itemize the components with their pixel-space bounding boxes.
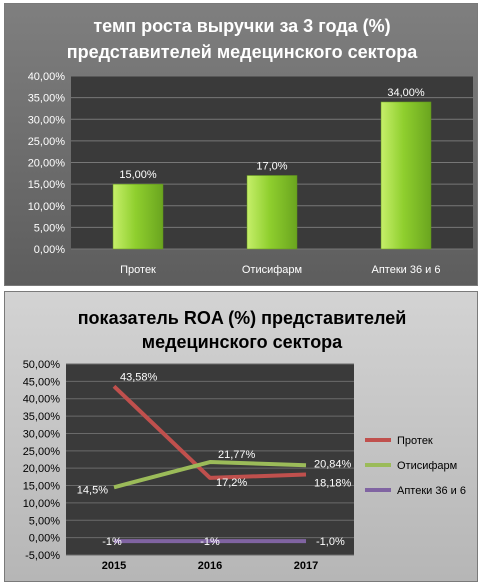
bar-data-label: 15,00% [119, 169, 157, 181]
point-data-label: 18,18% [314, 478, 352, 490]
bar [380, 101, 432, 250]
legend-label: Отисифарм [397, 460, 457, 472]
point-data-label: 17,2% [216, 477, 247, 489]
y-tick-label: 35,00% [23, 411, 61, 423]
series-line [112, 384, 307, 480]
y-tick-label: 0,00% [34, 244, 65, 256]
legend-label: Протек [397, 435, 433, 447]
y-tick-label: 10,00% [23, 498, 61, 510]
y-tick-label: 5,00% [29, 515, 60, 527]
x-tick-label: 2015 [102, 560, 126, 572]
x-tick-label: 2017 [294, 560, 318, 572]
bar-data-label: 34,00% [387, 87, 425, 99]
x-tick-label: 2016 [198, 560, 222, 572]
x-tick-label: Протек [120, 264, 156, 276]
point-data-label: 21,77% [218, 449, 256, 461]
point-data-label: 14,5% [77, 484, 108, 496]
chart-title-line: представителей медецинского сектора [67, 42, 419, 62]
y-tick-label: 25,00% [23, 446, 61, 458]
y-tick-label: -5,00% [25, 550, 60, 562]
y-tick-label: 15,00% [23, 481, 61, 493]
y-tick-label: 30,00% [23, 428, 61, 440]
y-tick-label: 25,00% [28, 136, 66, 148]
y-tick-label: 15,00% [28, 179, 66, 191]
y-tick-label: 40,00% [23, 394, 61, 406]
chart-title-line: медецинского сектора [142, 332, 343, 352]
y-tick-label: 0,00% [29, 533, 60, 545]
series-line [113, 460, 307, 490]
point-data-label: 20,84% [314, 458, 352, 470]
bar [246, 175, 298, 250]
y-tick-label: 20,00% [28, 158, 66, 170]
y-tick-label: 40,00% [28, 71, 66, 83]
roa-line-chart: показатель ROA (%) представителей медецин… [23, 308, 466, 572]
y-tick-label: 30,00% [28, 114, 66, 126]
y-tick-label: 10,00% [28, 201, 66, 213]
y-tick-label: 45,00% [23, 376, 61, 388]
chart-panel-revenue-growth: темп роста выручки за 3 года (%) представ… [4, 3, 478, 286]
revenue-growth-bar-chart: темп роста выручки за 3 года (%) представ… [28, 16, 473, 276]
point-data-label: -1% [102, 536, 122, 548]
point-data-label: 43,58% [120, 371, 158, 383]
point-data-label: -1,0% [316, 536, 345, 548]
y-tick-label: 50,00% [23, 359, 61, 371]
x-tick-label: Аптеки 36 и 6 [372, 264, 441, 276]
y-tick-label: 5,00% [34, 222, 65, 234]
y-tick-label: 20,00% [23, 463, 61, 475]
x-tick-label: Отисифарм [242, 264, 302, 276]
y-tick-label: 35,00% [28, 93, 66, 105]
bar-data-label: 17,0% [256, 160, 287, 172]
bar [112, 183, 164, 250]
chart-panel-roa: показатель ROA (%) представителей медецин… [4, 291, 478, 582]
plot-area [66, 364, 354, 555]
chart-title-line: показатель ROA (%) представителей [78, 308, 407, 328]
legend-label: Аптеки 36 и 6 [397, 485, 466, 497]
point-data-label: -1% [200, 536, 220, 548]
chart-title-line: темп роста выручки за 3 года (%) [93, 16, 390, 36]
